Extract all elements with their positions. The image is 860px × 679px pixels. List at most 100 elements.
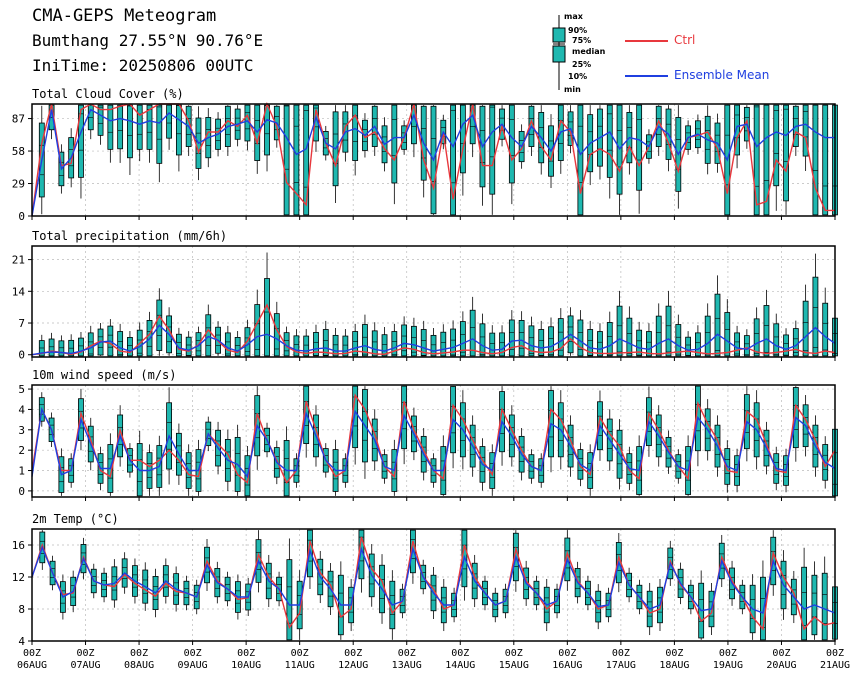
box-body [773, 104, 780, 187]
box-body [724, 312, 731, 357]
ensemble-box [224, 105, 231, 156]
x-tick-date: 17AUG [606, 660, 636, 671]
x-tick-date: 21AUG [820, 660, 850, 671]
ensemble-box [675, 314, 682, 357]
ensemble-box [303, 329, 310, 357]
box-body [783, 334, 789, 357]
ensemble-box [146, 104, 153, 163]
box-body [636, 329, 643, 357]
ensemble-box [68, 334, 75, 357]
x-tick-date: 06AUG [17, 660, 47, 671]
box-body [508, 319, 515, 357]
y-tick-label: 1 [18, 465, 25, 478]
ensemble-mean-line [31, 324, 836, 356]
box-body [636, 104, 643, 191]
box-body [822, 104, 829, 216]
x-tick-date: 07AUG [70, 660, 100, 671]
ensemble-box [136, 322, 143, 357]
x-tick-date: 08AUG [124, 660, 154, 671]
y-tick-label: 14 [12, 285, 26, 298]
ensemble-box [286, 538, 293, 641]
ensemble-box [166, 104, 172, 150]
ensemble-box [704, 303, 711, 357]
x-tick-hour: 00Z [719, 648, 737, 659]
ensemble-box [548, 317, 554, 357]
panel-frame [31, 245, 836, 358]
ensemble-box [567, 307, 574, 356]
panel-frame [31, 384, 836, 498]
ensemble-mean-line [31, 108, 835, 217]
ensemble-box [459, 311, 466, 357]
ensemble-box [773, 104, 780, 211]
ensemble-box [812, 253, 819, 357]
ensemble-box [185, 331, 192, 357]
box-body [714, 293, 721, 357]
ensemble-box [636, 321, 643, 357]
y-tick-label: 29 [12, 178, 25, 191]
ensemble-box [626, 306, 633, 357]
ensemble-box [636, 104, 643, 214]
ensemble-box [166, 307, 172, 356]
x-tick-date: 12AUG [338, 660, 368, 671]
ensemble-box [450, 320, 456, 357]
box-body [802, 300, 809, 357]
box-body [479, 323, 486, 357]
y-tick-label: 87 [12, 113, 25, 126]
box-body [489, 332, 496, 357]
box-body [117, 104, 124, 150]
box-body [626, 317, 633, 357]
box-body [286, 559, 293, 641]
x-tick-hour: 00Z [130, 648, 148, 659]
box-body [577, 104, 584, 216]
ensemble-box [499, 325, 505, 357]
y-tick-label: 7 [18, 317, 25, 330]
ensemble-box [597, 105, 603, 180]
x-tick-date: 16AUG [552, 660, 582, 671]
x-tick-hour: 00Z [451, 648, 469, 659]
x-tick-date: 19AUG [713, 660, 743, 671]
ensemble-box [753, 307, 760, 357]
x-tick-hour: 00Z [291, 648, 309, 659]
box-body [459, 321, 466, 357]
ensemble-box [107, 104, 114, 163]
box-body [587, 329, 594, 357]
box-body [362, 324, 368, 357]
ensemble-box [822, 104, 829, 216]
box-body [322, 329, 329, 357]
ensemble-box [78, 104, 84, 199]
y-tick-label: 8 [18, 603, 25, 616]
box-body [734, 104, 740, 156]
box-body [665, 305, 672, 357]
box-body [254, 304, 261, 357]
ensemble-box [469, 296, 476, 357]
ensemble-box [87, 325, 94, 357]
legend-mean-label: Ensemble Mean [674, 68, 770, 82]
box-body [352, 331, 359, 357]
ensemble-box [821, 556, 828, 641]
ensemble-box [577, 104, 584, 216]
box-body [508, 104, 515, 184]
y-tick-label: 58 [12, 145, 25, 158]
box-body [264, 278, 270, 357]
box-body [48, 338, 55, 357]
ensemble-box [518, 311, 525, 357]
ensemble-box [264, 104, 270, 172]
ensemble-box [136, 430, 143, 497]
box-body [734, 332, 740, 357]
x-tick-date: 13AUG [392, 660, 422, 671]
box-body [822, 302, 829, 357]
box-body [597, 331, 603, 357]
panel-title: 10m wind speed (m/s) [32, 368, 177, 382]
legend-label-max: max [564, 12, 584, 21]
ensemble-box [283, 326, 290, 357]
box-body [753, 104, 760, 216]
ensemble-box [557, 104, 564, 174]
panel-2: Total precipitation (mm/6h) 0 7 14 21 [12, 229, 838, 362]
ensemble-box [646, 323, 652, 357]
ensemble-box [332, 105, 339, 204]
box-body [136, 104, 143, 150]
station-location: Bumthang 27.55°N 90.76°E [32, 31, 264, 50]
box-body [675, 324, 682, 357]
x-tick-hour: 00Z [237, 648, 255, 659]
box-body [303, 104, 310, 216]
